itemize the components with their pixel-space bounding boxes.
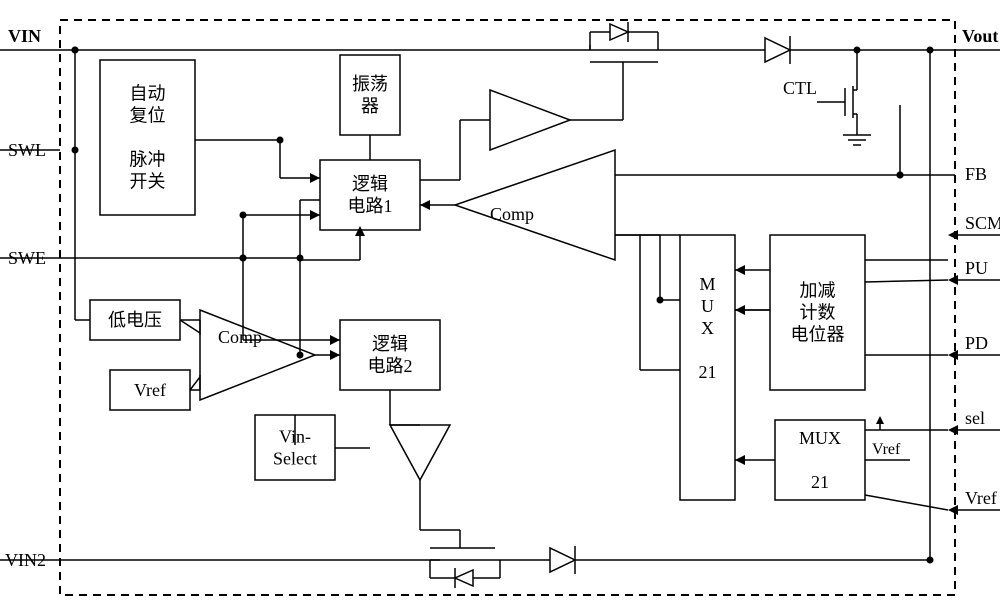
svg-text:PD: PD	[965, 333, 988, 353]
svg-text:MUX: MUX	[799, 428, 841, 448]
svg-text:CTL: CTL	[783, 78, 817, 98]
svg-text:Vout: Vout	[962, 26, 998, 46]
svg-text:振荡: 振荡	[352, 74, 388, 94]
svg-text:自动: 自动	[130, 84, 166, 104]
nmos-bottom	[430, 530, 500, 588]
svg-text:低电压: 低电压	[108, 310, 162, 330]
svg-text:U: U	[701, 296, 714, 316]
svg-text:Comp: Comp	[218, 327, 262, 347]
svg-text:电路1: 电路1	[348, 196, 393, 216]
svg-text:Select: Select	[273, 449, 317, 469]
block-mux21_small: MUX 21	[775, 420, 865, 500]
svg-text:电路2: 电路2	[368, 356, 413, 376]
block-low_voltage: 低电压	[90, 300, 180, 340]
pmos-top	[590, 22, 668, 80]
buffer-top	[490, 90, 570, 150]
svg-text:Comp: Comp	[490, 204, 534, 224]
svg-text:Vref: Vref	[872, 441, 901, 458]
block-mux21_big: MUX 21	[680, 235, 735, 500]
svg-text:开关: 开关	[130, 172, 166, 192]
svg-text:Vref: Vref	[134, 380, 166, 400]
svg-text:sel: sel	[965, 408, 985, 428]
svg-text:21: 21	[811, 472, 829, 492]
svg-text:脉冲: 脉冲	[130, 150, 166, 170]
block-logic2: 逻辑电路2	[340, 320, 440, 390]
svg-text:逻辑: 逻辑	[372, 334, 408, 354]
buffer-bottom	[390, 425, 450, 480]
svg-text:电位器: 电位器	[791, 325, 845, 345]
svg-text:FB: FB	[965, 164, 987, 184]
svg-text:逻辑: 逻辑	[352, 174, 388, 194]
svg-text:器: 器	[361, 96, 379, 116]
block-vref_small: Vref	[110, 370, 190, 410]
svg-text:21: 21	[699, 362, 717, 382]
comparator-right	[455, 150, 615, 260]
svg-text:复位: 复位	[130, 106, 166, 126]
diode-top	[765, 36, 790, 64]
nmos-ctl: CTL	[783, 50, 871, 145]
block-logic1: 逻辑电路1	[320, 160, 420, 230]
block-counter: 加减计数电位器	[770, 235, 865, 390]
svg-text:SCMP: SCMP	[965, 213, 1000, 233]
block-oscillator: 振荡器	[340, 55, 400, 135]
svg-text:计数: 计数	[800, 303, 836, 323]
diode-bottom	[550, 546, 575, 574]
svg-text:加减: 加减	[800, 281, 836, 301]
svg-text:VIN: VIN	[8, 26, 41, 46]
svg-text:X: X	[701, 318, 714, 338]
svg-text:M: M	[699, 274, 715, 294]
svg-text:PU: PU	[965, 258, 988, 278]
block-auto_reset: 自动复位脉冲开关	[100, 60, 195, 215]
svg-text:Vref: Vref	[965, 488, 997, 508]
